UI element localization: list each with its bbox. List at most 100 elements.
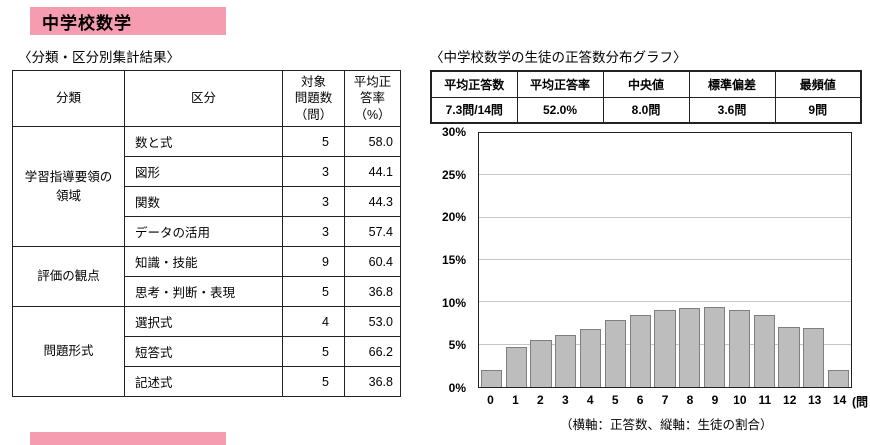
x-tick-label: 8 <box>686 393 694 407</box>
table-row: 短答式 5 66.2 <box>13 336 401 367</box>
rate-cell: 66.2 <box>344 336 401 367</box>
histogram-bar-slot <box>504 133 529 387</box>
histogram-bar-slot <box>529 133 554 387</box>
histogram-bars <box>479 133 851 387</box>
rate-cell: 44.3 <box>344 186 401 217</box>
histogram-bar <box>579 329 602 387</box>
page-title-bar: 中学校数学 <box>30 7 226 35</box>
header-rate: 平均正 答率 （%） <box>344 70 401 127</box>
questions-cell: 5 <box>282 366 345 397</box>
x-tick-label: 7 <box>661 393 669 407</box>
histogram-bar-slot <box>603 133 628 387</box>
questions-cell: 3 <box>282 156 345 187</box>
stats-value-row: 7.3問/14問 52.0% 8.0問 3.6問 9問 <box>430 96 862 124</box>
histogram-bar-slot <box>578 133 603 387</box>
histogram-bar <box>778 326 800 387</box>
table-row: 評価の観点 知識・技能 9 60.4 <box>12 246 401 307</box>
gridline <box>479 259 851 260</box>
histogram-bar-slot <box>727 133 752 387</box>
histogram-bar <box>827 370 850 387</box>
x-tick-label: 11 <box>758 393 772 407</box>
stat-value: 9問 <box>774 96 862 124</box>
histogram-bar-slot <box>479 133 504 387</box>
subcategory-cell: データの活用 <box>124 216 283 247</box>
histogram-bar <box>803 327 825 387</box>
rate-cell: 36.8 <box>344 276 401 307</box>
questions-cell: 5 <box>282 336 345 367</box>
stat-value: 8.0問 <box>602 96 690 124</box>
header-subcategory: 区分 <box>124 70 283 127</box>
y-tick-label: 10% <box>441 295 466 310</box>
questions-cell: 3 <box>282 216 345 247</box>
x-tick-label: 6 <box>636 393 644 407</box>
stats-table: 平均正答数 平均正答率 中央値 標準偏差 最頻値 7.3問/14問 52.0% … <box>430 70 862 124</box>
histogram-bar-slot <box>826 133 851 387</box>
category-cell: 学習指導要領の 領域 <box>12 126 125 247</box>
subcategory-cell: 思考・判断・表現 <box>124 276 283 307</box>
category-cell: 評価の観点 <box>12 246 125 307</box>
subcategory-cell: 記述式 <box>124 366 283 397</box>
stat-header: 中央値 <box>602 70 690 98</box>
rate-cell: 57.4 <box>344 216 401 247</box>
gridline <box>479 301 851 303</box>
subcategory-cell: 知識・技能 <box>124 246 283 277</box>
histogram-bar-slot <box>677 133 702 387</box>
subcategory-cell: 数と式 <box>124 126 283 157</box>
subcategory-cell: 選択式 <box>124 306 283 337</box>
summary-table: 分類 区分 対象 問題数 （問） 平均正 答率 （%） 学習指導要領の 領域 数… <box>12 70 401 397</box>
x-tick-label: 2 <box>537 393 544 407</box>
rate-cell: 44.1 <box>344 156 401 187</box>
table-row: 記述式 5 36.8 <box>13 366 401 397</box>
x-tick-label: 4 <box>586 393 594 407</box>
histogram-bar <box>530 340 552 387</box>
stat-value: 7.3問/14問 <box>430 96 518 124</box>
histogram-bar-slot <box>752 133 777 387</box>
y-tick-label: 30% <box>441 125 466 139</box>
questions-cell: 3 <box>282 186 345 217</box>
questions-cell: 9 <box>282 246 345 277</box>
summary-section-title: 〈分類・区分別集計結果〉 <box>18 50 180 65</box>
chart-section-title: 〈中学校数学の生徒の正答数分布グラフ〉 <box>430 50 687 65</box>
histogram-bar <box>480 370 503 387</box>
stat-header: 標準偏差 <box>688 70 776 98</box>
histogram-bar-slot <box>801 133 826 387</box>
x-tick-label: 1 <box>512 393 519 407</box>
x-tick-label: 10 <box>733 393 747 407</box>
chart-caption: （横軸：正答数、縦軸：生徒の割合） <box>560 418 773 432</box>
page-title: 中学校数学 <box>42 13 132 33</box>
y-tick-label: 20% <box>441 210 466 225</box>
chart-y-axis: 0% 5% 10% 15% 20% 25% 30% <box>428 126 472 394</box>
gridline <box>479 174 851 176</box>
table-row: 問題形式 選択式 4 53.0 <box>12 306 401 397</box>
x-tick-label: 3 <box>561 393 569 407</box>
subcategory-cell: 短答式 <box>124 336 283 367</box>
histogram-bar <box>753 315 775 387</box>
stats-header-row: 平均正答数 平均正答率 中央値 標準偏差 最頻値 <box>430 70 862 98</box>
x-tick-label: 9 <box>711 393 719 407</box>
histogram-bar-slot <box>553 133 578 387</box>
histogram-bar <box>505 347 527 387</box>
questions-cell: 5 <box>282 126 345 157</box>
table-row: 学習指導要領の 領域 数と式 5 58.0 <box>12 126 401 247</box>
stat-value: 3.6問 <box>688 96 776 124</box>
histogram-bar <box>629 315 651 387</box>
histogram-bar-slot <box>653 133 678 387</box>
histogram-bar-slot <box>777 133 802 387</box>
histogram-bar <box>555 334 577 387</box>
header-category: 分類 <box>12 70 125 127</box>
summary-header-row: 分類 区分 対象 問題数 （問） 平均正 答率 （%） <box>12 70 401 127</box>
y-tick-label: 5% <box>448 338 466 353</box>
rate-cell: 36.8 <box>344 366 401 397</box>
table-row: 思考・判断・表現 5 36.8 <box>13 276 401 307</box>
histogram-bar <box>728 309 751 387</box>
x-tick-label: 12 <box>783 393 797 407</box>
stat-header: 最頻値 <box>774 70 862 98</box>
questions-cell: 5 <box>282 276 345 307</box>
x-tick-label: 13 <box>807 393 822 407</box>
x-tick-label: 0 <box>487 393 494 407</box>
table-row: 図形 3 44.1 <box>13 156 401 187</box>
chart-x-axis: 0 1 2 3 4 5 6 7 8 9 10 11 12 13 14 (問 <box>478 393 868 409</box>
rate-cell: 60.4 <box>344 246 401 277</box>
histogram-bar <box>703 307 726 387</box>
